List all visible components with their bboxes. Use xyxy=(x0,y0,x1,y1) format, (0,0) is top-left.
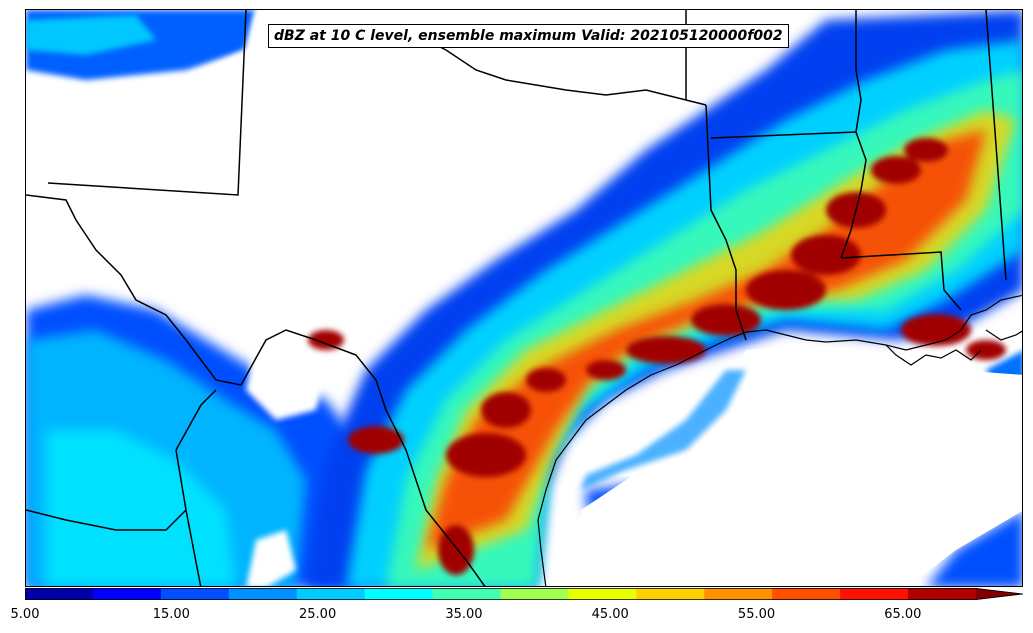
border-ms-al xyxy=(985,10,1007,281)
border-ms-river xyxy=(840,10,867,259)
border-tx-la xyxy=(705,104,747,341)
colorbar-tick-label: 45.00 xyxy=(591,607,629,622)
radar-coastal-fringe xyxy=(581,370,746,490)
radar-band-red xyxy=(426,130,986,550)
colorbar-tick-label: 15.00 xyxy=(152,607,190,622)
colorbar-segment xyxy=(92,588,162,600)
radar-west-green xyxy=(46,430,236,586)
colorbar-segment xyxy=(840,588,909,600)
border-tx-ok-red-river xyxy=(405,29,707,106)
colorbar-segment xyxy=(704,588,773,600)
coastline-la-delta xyxy=(885,344,982,366)
colorbar-tick-label: 55.00 xyxy=(737,607,776,622)
map-panel: dBZ at 10 C level, ensemble maximum Vali… xyxy=(25,9,1023,587)
colorbar-extend-arrow xyxy=(976,588,1023,600)
colorbar-segment xyxy=(25,588,94,600)
radar-nw-light xyxy=(26,15,156,55)
colorbar-segment xyxy=(568,588,637,600)
colorbar-segment xyxy=(228,588,298,600)
no-echo-gulf xyxy=(581,345,1022,586)
coastline-tx xyxy=(537,294,1022,586)
border-nm-tx xyxy=(47,10,247,196)
colorbar-segment xyxy=(500,588,569,600)
colorbar-segment xyxy=(364,588,434,600)
no-echo-central xyxy=(246,340,326,420)
colorbar xyxy=(25,588,1024,600)
border-ar-la xyxy=(710,131,857,139)
border-mexico-states xyxy=(26,389,217,586)
border-la-ms xyxy=(840,251,962,311)
reflectivity-map xyxy=(26,10,1022,586)
map-title: dBZ at 10 C level, ensemble maximum Vali… xyxy=(268,24,789,48)
radar-reflectivity-layer xyxy=(26,10,1022,586)
no-echo-north xyxy=(26,10,726,310)
coastline-fl xyxy=(985,329,1022,341)
colorbar-segment xyxy=(908,588,977,600)
colorbar-segment xyxy=(432,588,501,600)
colorbar-segment xyxy=(160,588,230,600)
coastline xyxy=(537,294,1022,586)
colorbar-tick-label: 25.00 xyxy=(299,607,337,622)
state-borders xyxy=(26,10,1007,586)
no-echo-regions xyxy=(26,10,1022,586)
colorbar-tick-label: 5.00 xyxy=(10,607,40,622)
colorbar-segment xyxy=(296,588,366,600)
colorbar-tick-label: 35.00 xyxy=(445,607,483,622)
colorbar-outline xyxy=(25,588,1024,600)
no-echo-south xyxy=(246,530,296,586)
colorbar-tick-label: 65.00 xyxy=(884,607,922,622)
map-title-text: dBZ at 10 C level, ensemble maximum Vali… xyxy=(274,28,783,44)
colorbar-segment xyxy=(636,588,705,600)
border-tx-rio-grande xyxy=(26,194,486,586)
radar-gulf-blue-se xyxy=(927,511,1022,586)
colorbar-segment xyxy=(772,588,841,600)
